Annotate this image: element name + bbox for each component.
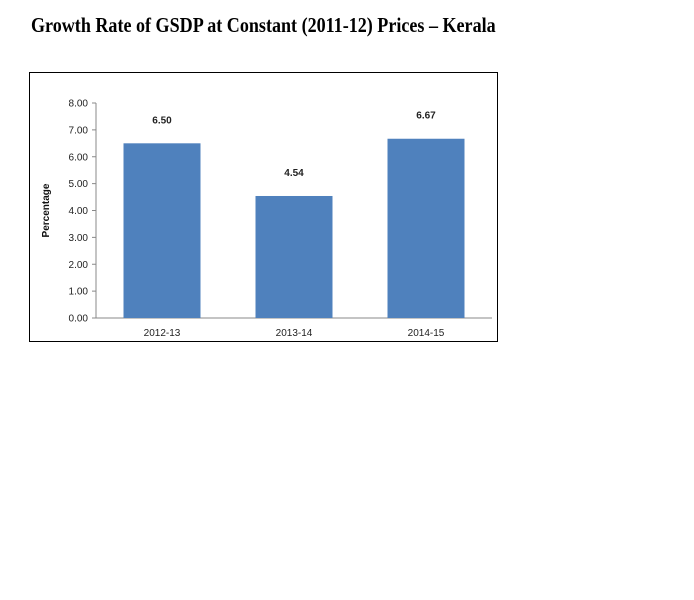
y-tick-label: 0.00 [69,314,89,325]
bars [123,138,465,318]
y-tick-label: 3.00 [69,233,89,244]
y-tick-label: 2.00 [69,260,89,271]
y-tick-label: 7.00 [69,125,89,136]
y-tick-label: 6.00 [69,152,89,163]
bar-value-label: 6.67 [416,111,436,122]
x-category-label: 2013-14 [276,328,313,339]
chart-frame: 0.00 1.00 2.00 3.00 4.00 5.00 6.00 7.00 8.00 6.5… [29,72,498,342]
x-category-label: 2012-13 [144,328,181,339]
bar [387,138,465,318]
y-tick-label: 1.00 [69,287,89,298]
y-tick-label: 8.00 [69,99,89,110]
x-category-label: 2014-15 [408,328,445,339]
page-title: Growth Rate of GSDP at Constant (2011-12… [31,13,496,37]
bar-value-label: 4.54 [284,168,304,179]
data-labels: 6.50 4.54 6.67 [152,111,436,179]
x-axis-categories: 2012-13 2013-14 2014-15 [144,328,445,339]
y-tick-label: 4.00 [69,206,89,217]
bar [123,143,201,318]
bar-value-label: 6.50 [152,115,172,126]
y-axis-label: Percentage [41,183,52,237]
y-axis-ticks: 0.00 1.00 2.00 3.00 4.00 5.00 6.00 7.00 8.00 [69,99,96,325]
y-tick-label: 5.00 [69,179,89,190]
bar-chart: 0.00 1.00 2.00 3.00 4.00 5.00 6.00 7.00 8.00 6.5… [41,99,492,339]
bar [255,195,333,318]
